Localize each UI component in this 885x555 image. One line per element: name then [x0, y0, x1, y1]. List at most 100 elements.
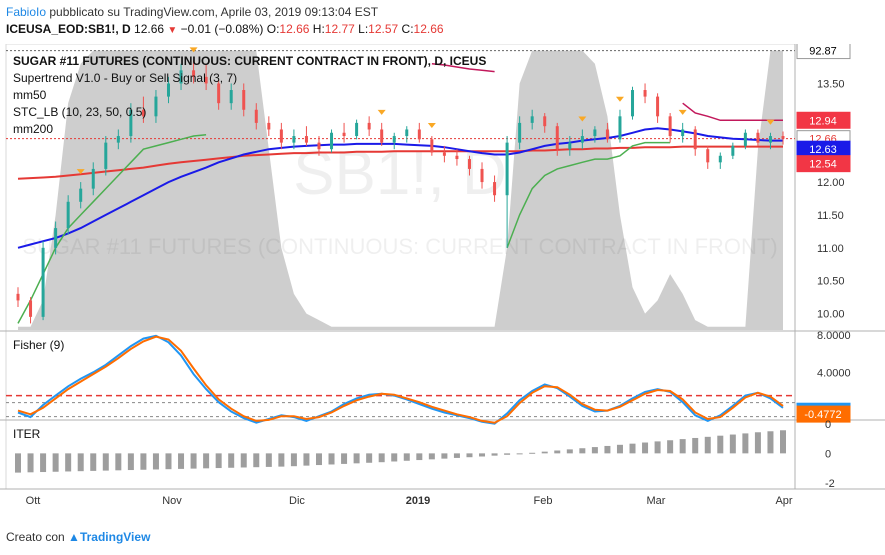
- candle-body: [392, 136, 396, 143]
- candle-body: [217, 83, 221, 104]
- price-tick-label: 10.50: [817, 276, 845, 288]
- candle-body: [681, 129, 685, 137]
- down-arrow-icon: ▼: [167, 25, 178, 36]
- iter-bar: [152, 453, 159, 470]
- candle-body: [605, 129, 609, 140]
- created-with-label: Creato con: [6, 530, 65, 544]
- iter-bar: [278, 453, 285, 467]
- candle-body: [204, 76, 208, 84]
- iter-bar: [579, 448, 586, 454]
- candle-body: [442, 152, 446, 156]
- candle-body: [367, 122, 371, 130]
- iter-bar: [591, 447, 598, 454]
- iter-bar: [65, 453, 72, 472]
- candle-body: [568, 142, 572, 150]
- candle-body: [330, 132, 334, 150]
- price-pane: SB1!, D SUGAR #11 FUTURES (CONTINUOUS: CU…: [6, 44, 851, 331]
- iter-bar: [729, 434, 736, 454]
- iter-bar: [165, 453, 172, 470]
- last-price: 12.66: [134, 22, 165, 36]
- chart-title: SUGAR #11 FUTURES (CONTINUOUS: CURRENT C…: [13, 54, 486, 68]
- iter-bar: [253, 453, 260, 468]
- candle-body: [768, 136, 772, 143]
- candle-body: [116, 136, 120, 143]
- candle-body: [242, 90, 246, 110]
- author-name[interactable]: FabioIo: [6, 5, 47, 19]
- iter-tick-label: -2: [825, 478, 835, 490]
- close-value: 12.66: [413, 22, 444, 36]
- iter-bar: [453, 453, 460, 458]
- iter-bar: [391, 453, 398, 462]
- iter-bar: [290, 453, 297, 467]
- price-change: −0.01 (−0.08%): [180, 22, 264, 36]
- candle-body: [718, 155, 722, 163]
- price-tag-bg: [796, 155, 851, 173]
- high-value: 12.77: [324, 22, 355, 36]
- iter-bar: [27, 453, 34, 473]
- fisher-tick-label: 4.0000: [817, 367, 851, 379]
- iter-bar: [328, 453, 335, 465]
- sell-signal-marker: [678, 109, 687, 115]
- iter-bar: [441, 453, 448, 459]
- iter-title: ITER: [13, 427, 41, 441]
- high-label: H:: [312, 22, 325, 36]
- tradingview-logo-icon[interactable]: ▲: [68, 530, 80, 544]
- iter-bar: [642, 442, 649, 454]
- candle-body: [631, 90, 635, 117]
- candle-body: [555, 126, 559, 150]
- low-value: 12.57: [368, 22, 399, 36]
- iter-bar: [780, 430, 786, 454]
- iter-bar: [767, 431, 774, 454]
- sell-signal-marker: [427, 123, 436, 129]
- iter-bar: [265, 453, 272, 467]
- iter-bar: [541, 451, 548, 454]
- iter-bar: [604, 445, 611, 454]
- iter-bar: [692, 437, 699, 454]
- sell-signal-marker: [76, 169, 85, 175]
- iter-bar: [52, 453, 59, 472]
- chart-header: FabioIo pubblicato su TradingView.com, A…: [0, 0, 885, 44]
- candle-body: [104, 142, 108, 169]
- quote-line: ICEUSA_EOD:SB1!, D 12.66 ▼ −0.01 (−0.08%…: [6, 22, 444, 36]
- price-tag-bg: [796, 44, 851, 60]
- iter-bar: [341, 453, 348, 464]
- candle-body: [731, 145, 735, 156]
- indicator-label: mm200: [13, 122, 53, 136]
- footer: Creato con ▲TradingView: [6, 530, 150, 544]
- time-tick-label: Dic: [289, 495, 305, 507]
- iter-bar: [754, 432, 761, 454]
- iter-bar: [479, 453, 486, 457]
- candle-body: [229, 90, 233, 104]
- candle-body: [530, 116, 534, 123]
- iter-bar: [303, 453, 310, 466]
- iter-bar: [378, 453, 385, 463]
- sell-signal-marker: [615, 96, 624, 102]
- iter-bar: [667, 440, 674, 454]
- indicator-label: STC_LB (10, 23, 50, 0.5): [13, 105, 146, 119]
- price-tag: 12.63: [809, 144, 837, 156]
- iter-bar: [416, 453, 423, 461]
- candle-body: [154, 96, 158, 117]
- time-axis: Ott Nov Dic 2019 Feb Mar Apr: [26, 495, 793, 507]
- iter-bar: [115, 453, 122, 471]
- price-tag: 92.87: [809, 46, 837, 58]
- price-tick-label: 10.00: [817, 309, 845, 321]
- iter-bar: [566, 449, 573, 454]
- candle-body: [756, 132, 760, 143]
- iter-bar: [529, 452, 536, 454]
- sell-signal-marker: [377, 109, 386, 115]
- candle-body: [405, 129, 409, 137]
- candle-body: [279, 129, 283, 143]
- iter-bar: [717, 435, 724, 454]
- candle-body: [179, 70, 183, 84]
- candle-body: [417, 129, 421, 140]
- candle-body: [129, 109, 133, 137]
- iter-bar: [679, 439, 686, 454]
- candle-body: [29, 300, 33, 317]
- chart-canvas[interactable]: SB1!, D SUGAR #11 FUTURES (CONTINUOUS: CU…: [0, 44, 885, 526]
- iter-bar: [742, 433, 749, 454]
- iter-bar: [629, 443, 636, 454]
- candle-body: [505, 142, 509, 196]
- tradingview-brand[interactable]: TradingView: [79, 530, 151, 544]
- publish-info: FabioIo pubblicato su TradingView.com, A…: [6, 5, 378, 19]
